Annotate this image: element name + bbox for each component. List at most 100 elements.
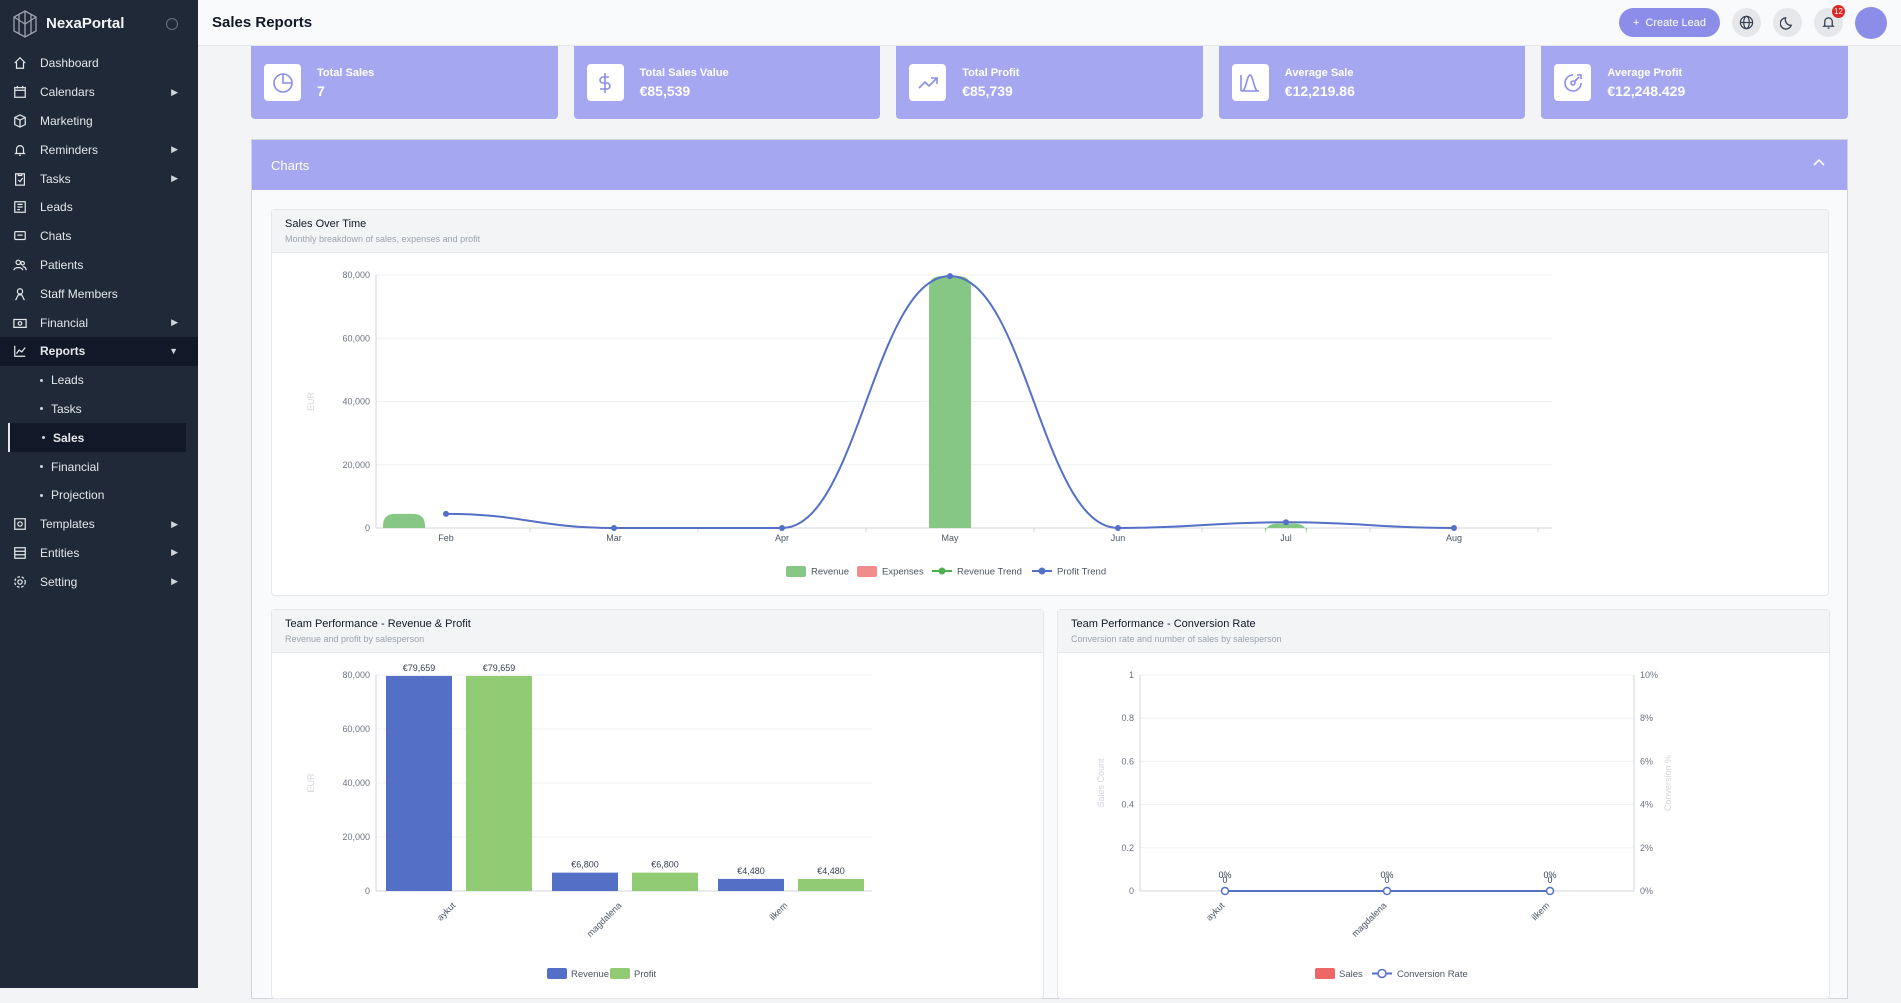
y-tick-label: 0.2 (1121, 843, 1134, 853)
stat-value: €85,539 (639, 82, 691, 99)
profit-trend-point (1115, 525, 1121, 531)
legend-swatch (1315, 968, 1335, 979)
language-button[interactable] (1732, 8, 1761, 37)
chart-title: Team Performance - Revenue & Profit (285, 618, 471, 630)
profit-trend-point (443, 510, 449, 517)
pie-icon (264, 64, 301, 101)
y2-axis-label: Conversion % (1663, 755, 1673, 811)
create-lead-button[interactable]: + Create Lead (1619, 8, 1720, 37)
data-label: €6,800 (571, 860, 599, 870)
profit-trend-point (611, 525, 617, 531)
stat-card-average-sale: Average Sale €12,219.86 (1218, 46, 1526, 119)
sidebar-item-patients[interactable]: Patients (0, 251, 198, 280)
stat-card-total-sales: Total Sales 7 (251, 46, 558, 119)
sidebar-subitem-projection[interactable]: Projection (0, 481, 198, 510)
sidebar-item-leads[interactable]: Leads (0, 193, 198, 222)
bell-icon (1822, 17, 1835, 29)
trend-up-icon (909, 64, 947, 101)
sidebar-item-label: Reminders (40, 142, 99, 157)
conversion-data-label: 0% (1543, 870, 1556, 880)
bullet-icon (40, 465, 43, 469)
topbar: Sales Reports + Create Lead 12 (198, 0, 1901, 46)
sidebar-item-financial[interactable]: Financial ▶ (0, 308, 198, 337)
revenue-bar (929, 276, 971, 528)
sidebar-item-label: Entities (40, 545, 80, 560)
sidebar-item-reports[interactable]: Reports ▼ (0, 336, 198, 366)
stat-value: 7 (317, 82, 325, 99)
legend-swatch (857, 566, 877, 577)
collapse-sidebar-icon[interactable] (166, 17, 178, 30)
box-icon (13, 114, 27, 128)
sales-data-label: 0 (1384, 875, 1389, 885)
profit-trend-point (1451, 525, 1457, 531)
sidebar-subitem-tasks[interactable]: Tasks (0, 395, 198, 424)
sidebar-item-label: Patients (40, 257, 84, 272)
y-axis-label: EUR (306, 392, 316, 412)
database-icon (13, 546, 27, 560)
gauge-icon (1554, 64, 1592, 101)
sidebar-item-setting[interactable]: Setting ▶ (0, 567, 198, 596)
y-tick-label: 80,000 (342, 270, 370, 280)
sidebar-subitem-sales[interactable]: Sales (8, 423, 186, 453)
brand[interactable]: NexaPortal (0, 0, 198, 47)
sidebar-item-label: Chats (40, 229, 72, 244)
profit-trend-point (1283, 519, 1289, 526)
collapse-arrow-icon: ▼ (169, 346, 178, 357)
charts-panel: Charts Sales Over Time Monthly breakdown… (251, 139, 1848, 999)
sidebar-subitem-label: Tasks (51, 401, 82, 416)
sidebar-item-chats[interactable]: Chats (0, 222, 198, 251)
team-conversion-card: Team Performance - Conversion Rate Conve… (1057, 609, 1830, 999)
revenue-bar (386, 675, 452, 891)
stat-value: €85,739 (962, 82, 1013, 99)
sidebar-item-templates[interactable]: Templates ▶ (0, 510, 198, 539)
sidebar-item-marketing[interactable]: Marketing (0, 107, 198, 136)
bullet-icon (42, 436, 45, 440)
team-revenue-profit-card: Team Performance - Revenue & Profit Reve… (271, 609, 1044, 999)
legend-marker (1377, 968, 1387, 979)
sidebar-item-entities[interactable]: Entities ▶ (0, 539, 198, 568)
legend-label: Revenue Trend (957, 567, 1022, 578)
y2-tick-label: 8% (1640, 713, 1653, 723)
card-header: Team Performance - Conversion Rate Conve… (1058, 610, 1829, 653)
x-tick-label: magdalena (1350, 900, 1389, 939)
conversion-rate-point (1220, 886, 1230, 896)
chevron-up-icon[interactable] (1813, 158, 1825, 166)
card-header: Sales Over Time Monthly breakdown of sal… (272, 210, 1828, 253)
sidebar-item-tasks[interactable]: Tasks ▶ (0, 164, 198, 193)
bullet-icon (40, 407, 43, 411)
x-tick-label: Feb (438, 533, 454, 543)
sidebar-item-calendars[interactable]: Calendars ▶ (0, 78, 198, 107)
sidebar-item-reminders[interactable]: Reminders ▶ (0, 135, 198, 164)
sidebar-item-label: Calendars (40, 85, 95, 100)
expand-arrow-icon: ▶ (171, 576, 178, 587)
sidebar-item-dashboard[interactable]: Dashboard (0, 49, 198, 78)
revenue-bar (552, 872, 618, 891)
chart-subtitle: Conversion rate and number of sales by s… (1071, 634, 1282, 644)
legend-marker (1038, 567, 1046, 575)
sidebar-subitem-leads[interactable]: Leads (0, 366, 198, 395)
bullet-icon (40, 378, 43, 382)
y-tick-label: 0.8 (1121, 713, 1134, 723)
user-avatar[interactable] (1855, 6, 1887, 39)
sidebar-subitem-financial[interactable]: Financial (0, 452, 198, 481)
x-tick-label: magdalena (585, 900, 624, 939)
data-label: €4,480 (737, 866, 765, 876)
home-icon (13, 56, 27, 70)
chart-title: Sales Over Time (285, 218, 367, 230)
stat-card-total-sales-value: Total Sales Value €85,539 (573, 46, 881, 119)
y-axis-label: EUR (306, 773, 316, 793)
notifications-button[interactable]: 12 (1814, 5, 1845, 37)
chat-icon (13, 229, 27, 243)
plus-icon: + (1633, 16, 1640, 29)
legend-label: Expenses (882, 567, 924, 578)
template-icon (13, 517, 27, 531)
sidebar-item-staff-members[interactable]: Staff Members (0, 279, 198, 308)
sidebar-subitem-label: Financial (51, 459, 100, 474)
moon-icon (1780, 17, 1793, 30)
theme-toggle-button[interactable] (1773, 8, 1802, 37)
sidebar-item-label: Tasks (40, 171, 71, 186)
legend-marker (938, 567, 946, 575)
expand-arrow-icon: ▶ (171, 547, 178, 558)
sidebar-item-label: Setting (40, 574, 78, 589)
charts-panel-header[interactable]: Charts (252, 140, 1847, 190)
